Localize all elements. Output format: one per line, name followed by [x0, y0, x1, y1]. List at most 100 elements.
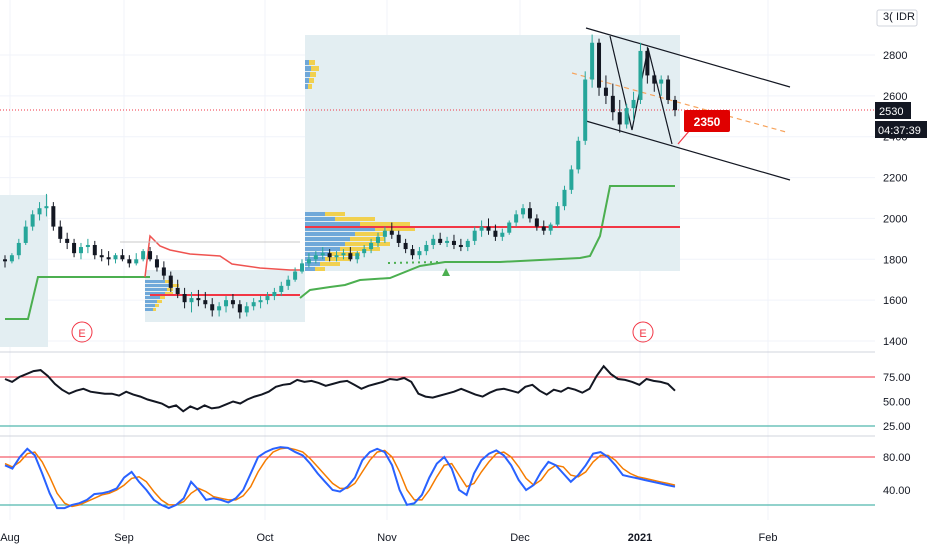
candle-body [92, 244, 97, 256]
vp-bar [335, 217, 375, 221]
candle-body [313, 255, 318, 260]
candle-body [548, 224, 553, 231]
stoch-tick-label: 80.00 [883, 452, 911, 464]
earnings-marker[interactable] [71, 321, 93, 343]
candle-body [382, 230, 387, 237]
y-tick-label: 2600 [883, 91, 907, 103]
candle-body [141, 251, 146, 260]
candle-body [51, 206, 56, 227]
vp-bar [145, 280, 165, 283]
candle-body [154, 259, 159, 268]
stoch-tick-label: 40.00 [883, 485, 911, 497]
vp-bar [145, 288, 167, 291]
y-tick-label: 2800 [883, 50, 907, 62]
earnings-marker[interactable] [632, 321, 654, 343]
candle-body [652, 75, 657, 84]
candle-body [638, 50, 643, 100]
candle-body [507, 222, 512, 233]
candle-body [189, 298, 194, 303]
vp-bar [360, 222, 410, 226]
candle-body [403, 242, 408, 250]
y-axis-ticks: 28002600240022002000180016001400 [883, 50, 907, 348]
candle-body [597, 42, 602, 88]
vp-bar [315, 267, 325, 271]
candle-body [645, 50, 650, 76]
candle-body [237, 304, 242, 313]
vp-bar [153, 308, 156, 311]
earnings-marker-label: E [78, 328, 85, 340]
vp-bar [155, 304, 159, 307]
candle-body [562, 189, 567, 207]
candle-body [362, 249, 367, 254]
vp-bar [145, 300, 157, 303]
volume-profile-boxes [0, 35, 680, 347]
candle-body [306, 259, 311, 264]
stochastic-axis-ticks: 80.00 40.00 [883, 452, 911, 497]
candle-body [85, 244, 90, 248]
candle-body [451, 240, 456, 245]
candle-body [396, 234, 401, 243]
candle-body [9, 255, 14, 262]
candle-body [58, 226, 63, 239]
last-price-label: 2530 [879, 106, 903, 118]
x-tick-label: Aug [0, 532, 20, 544]
vp-bar [345, 242, 390, 246]
candle-body [279, 285, 284, 292]
candle-body [258, 300, 263, 303]
y-tick-label: 2200 [883, 173, 907, 185]
vp-bar [309, 60, 315, 65]
candle-body [72, 242, 77, 254]
vp-bar [160, 296, 165, 299]
candle-body [417, 251, 422, 256]
rsi-axis-ticks: 75.00 50.00 25.00 [883, 372, 911, 433]
candle-body [168, 275, 173, 288]
candle-body [659, 79, 664, 84]
vp-bar [305, 252, 330, 256]
candle-body [286, 279, 291, 286]
candle-body [603, 87, 608, 96]
candle-body [293, 271, 298, 280]
axis-top-truncated: 3( [883, 11, 893, 23]
candlestick-series [3, 34, 677, 319]
candle-body [175, 287, 180, 295]
vp-bar [169, 284, 179, 287]
x-axis-ticks: Aug Sep Oct Nov Dec 2021 Feb [0, 532, 777, 544]
vp-bar [305, 217, 335, 221]
x-tick-label: Dec [510, 532, 530, 544]
candle-body [196, 298, 201, 301]
vp-bar [310, 72, 316, 77]
candle-body [106, 257, 111, 260]
candle-body [161, 267, 166, 276]
candle-body [327, 253, 332, 258]
candle-body [624, 108, 629, 125]
y-tick-label: 1600 [883, 295, 907, 307]
price-axis[interactable]: IDR 3( 28002600240022002000180016001400 … [875, 0, 932, 550]
candle-body [16, 242, 21, 256]
vp-bar [305, 267, 315, 271]
stochastic-pane [0, 446, 875, 510]
vp-bar [145, 308, 153, 311]
earnings-marker-label: E [639, 328, 646, 340]
chart-markers: E E [71, 268, 654, 343]
vp-bar [305, 66, 311, 71]
candle-body [479, 226, 484, 231]
candle-body [182, 294, 187, 303]
candle-body [320, 253, 325, 256]
vp-bar [305, 242, 345, 246]
vp-bar [157, 300, 162, 303]
candle-body [576, 140, 581, 170]
x-tick-label: Oct [256, 532, 273, 544]
candle-body [217, 306, 222, 311]
candle-body [272, 291, 277, 297]
up-arrow-marker [442, 268, 450, 276]
y-tick-label: 2000 [883, 213, 907, 225]
vp-bar [308, 84, 312, 89]
candle-body [99, 255, 104, 258]
vp-bar [350, 237, 385, 241]
candle-body [514, 214, 519, 223]
rsi-line [4, 364, 676, 413]
vp-bar [305, 232, 355, 236]
candle-body [438, 238, 443, 243]
vp-bar [305, 227, 375, 231]
